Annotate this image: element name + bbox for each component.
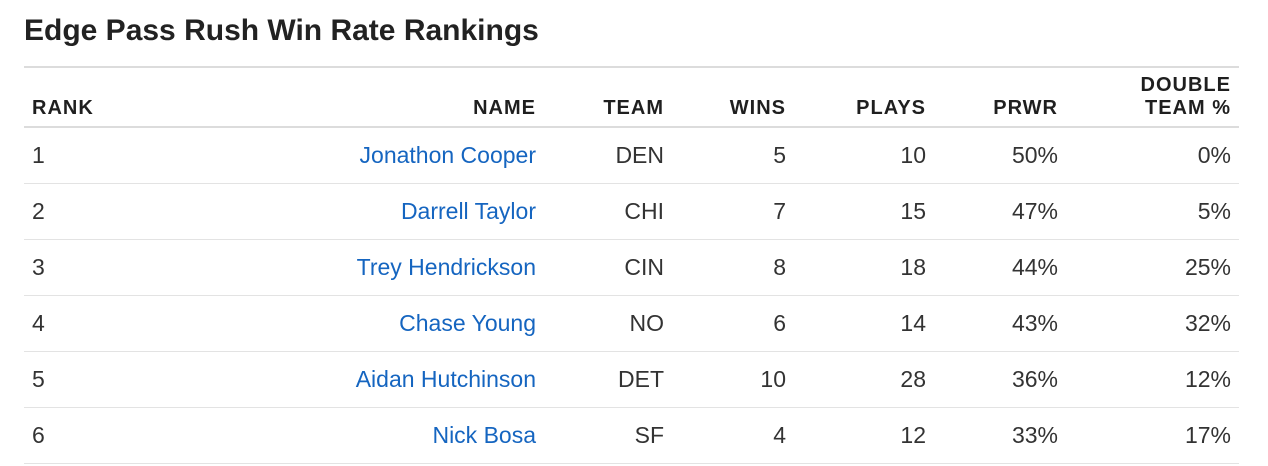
cell-prwr: 44% [934,239,1066,296]
column-header-double-team-line2: TEAM % [1145,97,1231,119]
cell-double-team: 5% [1066,183,1239,240]
table-row: 6 Nick Bosa SF 4 12 33% 17% [24,407,1239,464]
table-row: 1 Jonathon Cooper DEN 5 10 50% 0% [24,127,1239,184]
cell-rank: 3 [24,239,174,296]
cell-plays: 12 [794,407,934,464]
cell-plays: 18 [794,239,934,296]
player-name-link[interactable]: Nick Bosa [174,407,544,464]
cell-double-team: 17% [1066,407,1239,464]
cell-prwr: 43% [934,295,1066,352]
table-row: 4 Chase Young NO 6 14 43% 32% [24,295,1239,352]
cell-plays: 28 [794,351,934,408]
cell-team: CIN [544,239,672,296]
cell-wins: 4 [672,407,794,464]
table-row: 3 Trey Hendrickson CIN 8 18 44% 25% [24,239,1239,296]
cell-team: DET [544,351,672,408]
cell-plays: 14 [794,295,934,352]
cell-rank: 2 [24,183,174,240]
cell-prwr: 33% [934,407,1066,464]
player-name-link[interactable]: Darrell Taylor [174,183,544,240]
cell-wins: 10 [672,351,794,408]
cell-team: DEN [544,127,672,184]
cell-wins: 8 [672,239,794,296]
column-header-rank[interactable]: RANK [24,67,174,128]
rankings-card: Edge Pass Rush Win Rate Rankings RANK NA… [24,0,1239,464]
column-header-plays[interactable]: PLAYS [794,67,934,128]
cell-wins: 6 [672,295,794,352]
cell-rank: 1 [24,127,174,184]
cell-prwr: 47% [934,183,1066,240]
cell-double-team: 32% [1066,295,1239,352]
cell-plays: 10 [794,127,934,184]
table-row: 2 Darrell Taylor CHI 7 15 47% 5% [24,183,1239,240]
table-row: 5 Aidan Hutchinson DET 10 28 36% 12% [24,351,1239,408]
cell-prwr: 36% [934,351,1066,408]
cell-prwr: 50% [934,127,1066,184]
column-header-name[interactable]: NAME [174,67,544,128]
rankings-table: RANK NAME TEAM WINS PLAYS PRWR DOUBLE TEA… [24,66,1239,464]
player-name-link[interactable]: Aidan Hutchinson [174,351,544,408]
cell-wins: 5 [672,127,794,184]
player-name-link[interactable]: Chase Young [174,295,544,352]
column-header-prwr[interactable]: PRWR [934,67,1066,128]
cell-plays: 15 [794,183,934,240]
page-title: Edge Pass Rush Win Rate Rankings [24,14,539,47]
player-name-link[interactable]: Trey Hendrickson [174,239,544,296]
column-header-wins[interactable]: WINS [672,67,794,128]
cell-double-team: 12% [1066,351,1239,408]
cell-rank: 5 [24,351,174,408]
cell-double-team: 25% [1066,239,1239,296]
cell-team: SF [544,407,672,464]
column-header-double-team[interactable]: DOUBLE TEAM % [1066,67,1239,128]
cell-wins: 7 [672,183,794,240]
cell-rank: 6 [24,407,174,464]
column-header-double-team-line1: DOUBLE [1140,74,1231,96]
cell-double-team: 0% [1066,127,1239,184]
table-header-row: RANK NAME TEAM WINS PLAYS PRWR DOUBLE TEA… [24,67,1239,128]
cell-rank: 4 [24,295,174,352]
player-name-link[interactable]: Jonathon Cooper [174,127,544,184]
cell-team: CHI [544,183,672,240]
column-header-team[interactable]: TEAM [544,67,672,128]
cell-team: NO [544,295,672,352]
